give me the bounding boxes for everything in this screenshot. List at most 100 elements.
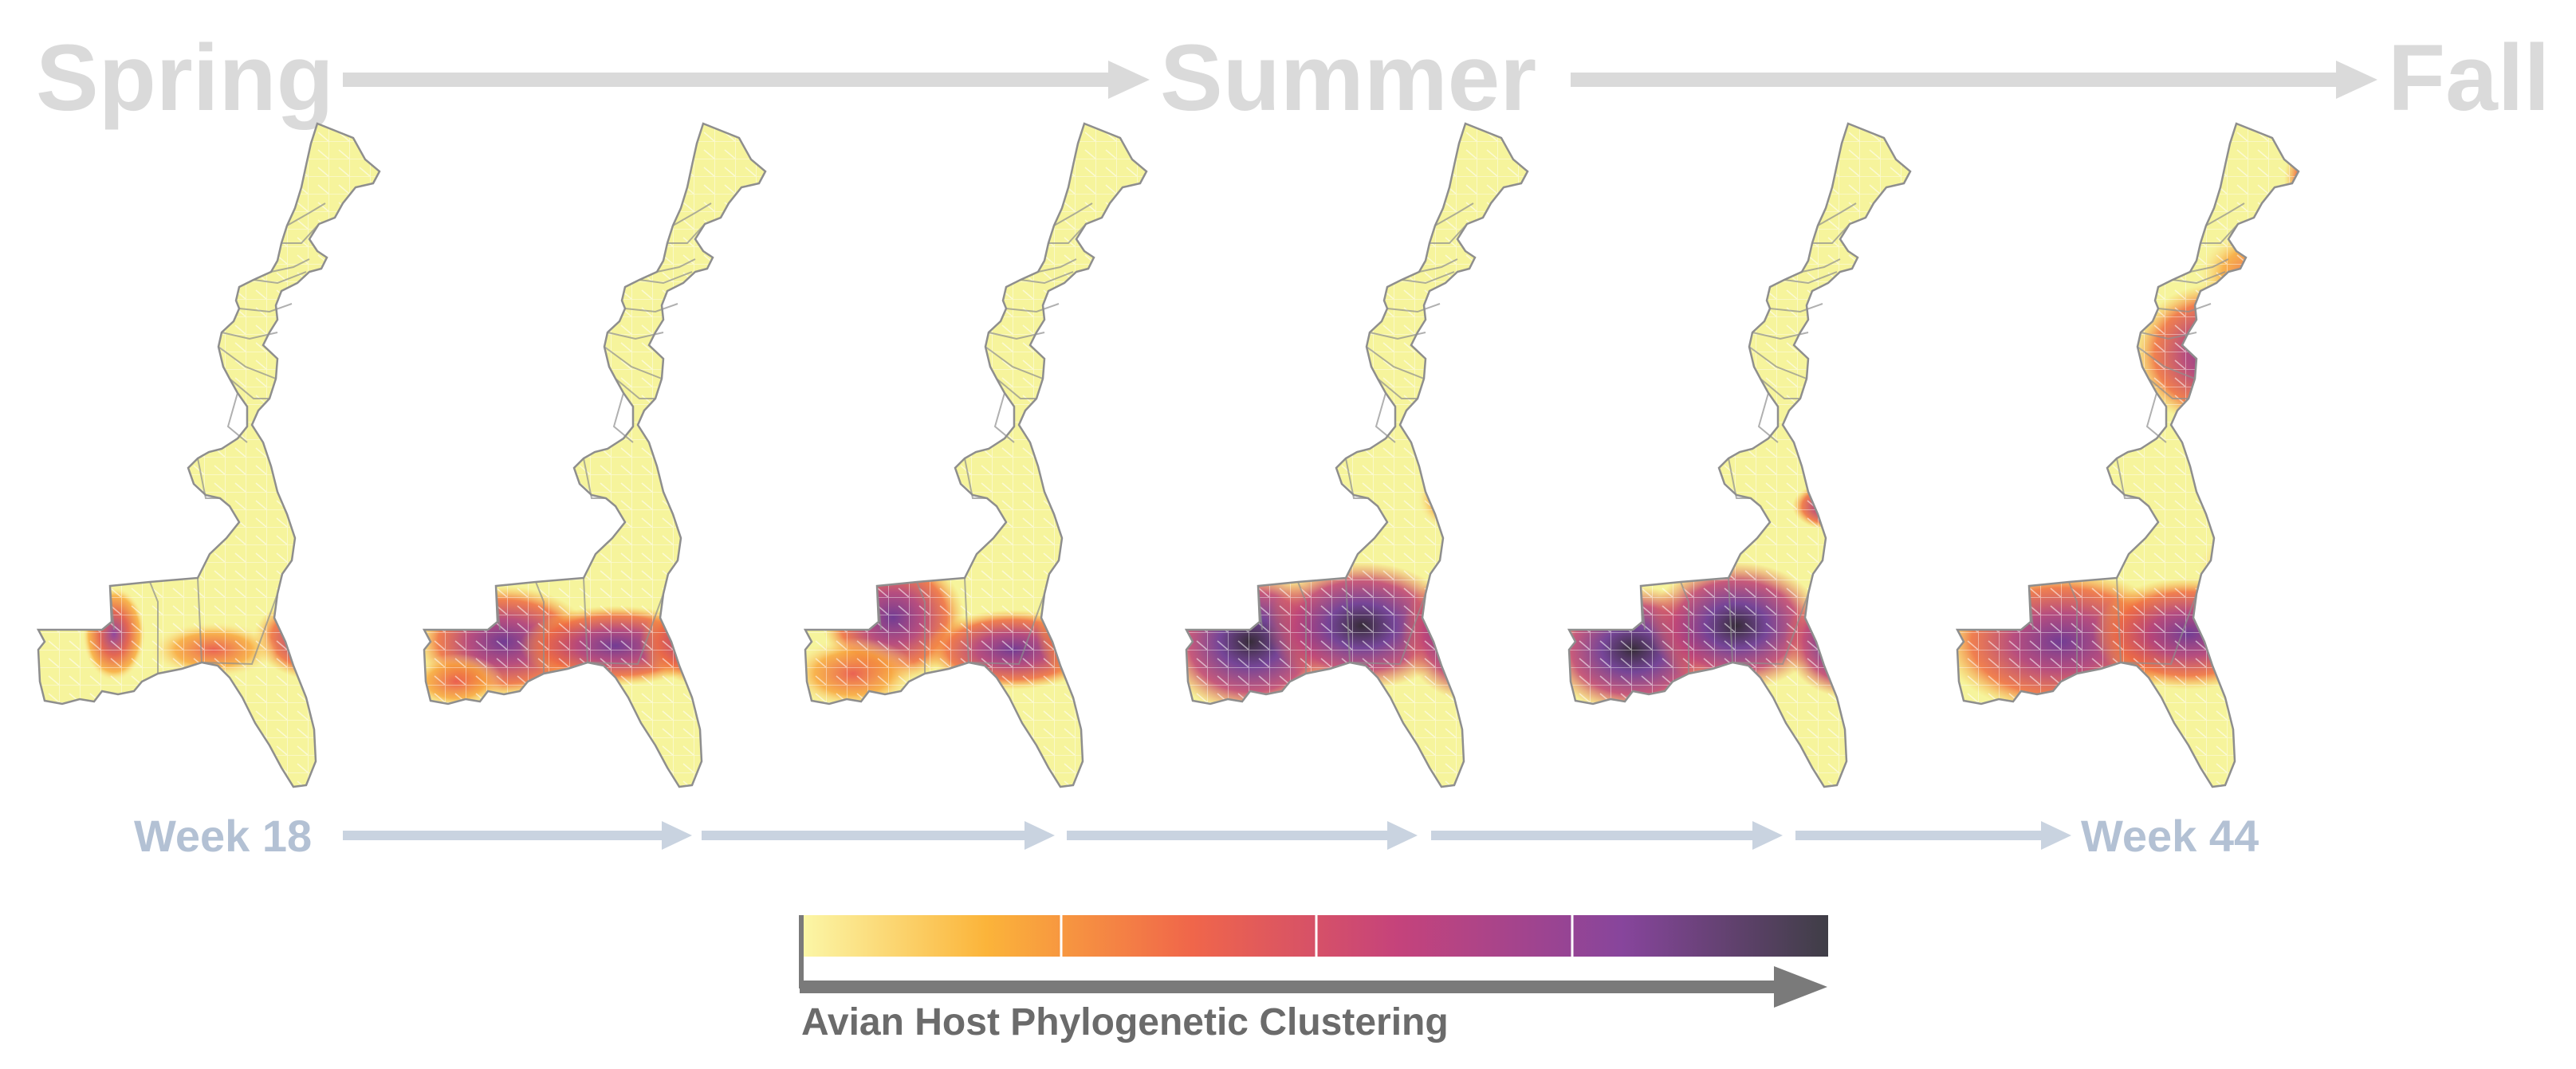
state-border <box>226 392 248 443</box>
hotspot <box>1888 458 1910 586</box>
state-border <box>615 378 655 399</box>
map-outline <box>803 122 1148 788</box>
state-border <box>1801 258 1841 273</box>
state-border <box>1297 581 1307 674</box>
state-border <box>1748 346 1807 379</box>
state-border <box>229 378 269 399</box>
week-end-label: Week 44 <box>2081 811 2259 861</box>
state-border <box>1812 223 1850 244</box>
state-border <box>672 202 712 226</box>
clustering-hotspots <box>805 124 1146 787</box>
state-border <box>1430 223 1468 244</box>
state-border <box>1769 303 1823 313</box>
legend-arrow <box>799 915 1827 1008</box>
state-border <box>2205 202 2245 226</box>
state-border <box>964 577 969 663</box>
state-border <box>286 202 326 226</box>
state-border <box>964 458 987 499</box>
state-border <box>253 271 307 285</box>
state-border <box>2148 378 2189 399</box>
state-border <box>968 593 1045 666</box>
state-border <box>667 223 706 244</box>
state-border <box>583 458 606 499</box>
state-border <box>996 378 1036 399</box>
hotspot <box>1513 474 1528 570</box>
week-start-label: Week 18 <box>134 811 312 861</box>
map-panel-3 <box>803 122 1148 788</box>
hotspot <box>1100 674 1146 785</box>
state-border <box>1434 202 1474 226</box>
hotspot <box>2196 522 2299 618</box>
state-border <box>1680 581 1689 674</box>
state-border <box>1386 303 1441 313</box>
map-panels <box>36 122 2300 788</box>
state-border <box>1728 577 1733 663</box>
legend-colorbar <box>801 915 1828 957</box>
state-border <box>1037 258 1077 273</box>
state-border <box>2189 258 2229 273</box>
state-border <box>2145 392 2167 443</box>
state-border <box>1732 593 1809 666</box>
week-arrow-3 <box>1067 821 1418 850</box>
county-grid <box>1957 124 2299 787</box>
hotspot <box>2284 124 2299 235</box>
week-timeline: Week 18 Week 44 <box>134 811 2259 861</box>
state-border <box>218 346 277 379</box>
state-border <box>1401 271 1455 285</box>
week-arrow-1 <box>343 821 692 850</box>
map-outline <box>36 122 381 788</box>
state-border <box>1005 303 1060 313</box>
map-panel-6 <box>1955 122 2300 788</box>
state-border <box>639 271 693 285</box>
season-label-spring: Spring <box>36 26 334 131</box>
state-border <box>985 346 1044 379</box>
state-border <box>916 581 926 674</box>
state-border <box>1760 378 1800 399</box>
state-border <box>1377 378 1418 399</box>
state-border <box>1757 392 1779 443</box>
map-panel-1 <box>36 122 381 788</box>
map-panel-2 <box>422 122 767 788</box>
map-panel-5 <box>1567 122 1912 788</box>
state-border <box>1048 223 1087 244</box>
state-border <box>587 593 664 666</box>
map-outline <box>1955 122 2300 788</box>
state-border <box>2068 581 2078 674</box>
map-panel-4 <box>1184 122 1529 788</box>
season-arrow-2 <box>1571 61 2377 99</box>
season-label-fall: Fall <box>2388 26 2550 131</box>
state-border <box>624 303 678 313</box>
clustering-hotspots <box>1569 124 1910 787</box>
state-border <box>2200 223 2239 244</box>
map-outline <box>422 122 767 788</box>
clustering-hotspots <box>424 124 765 787</box>
state-border <box>2157 303 2212 313</box>
week-arrow-4 <box>1431 821 1783 850</box>
county-grid <box>424 124 765 787</box>
clustering-hotspots <box>1186 124 1528 787</box>
state-border <box>1349 593 1426 666</box>
hotspot <box>2236 395 2299 586</box>
season-label-summer: Summer <box>1160 26 1536 131</box>
state-border <box>1375 392 1396 443</box>
state-border <box>656 258 696 273</box>
state-border <box>1817 202 1857 226</box>
season-arrow-1 <box>343 61 1150 99</box>
state-border <box>1784 271 1838 285</box>
state-border <box>1345 458 1368 499</box>
state-border <box>197 458 220 499</box>
map-outline <box>1567 122 1912 788</box>
state-border <box>993 392 1015 443</box>
week-arrow-5 <box>1795 821 2071 850</box>
state-border <box>1366 346 1425 379</box>
state-border <box>2120 593 2197 666</box>
state-border <box>270 258 310 273</box>
state-border <box>149 581 159 674</box>
state-border <box>238 303 293 313</box>
state-border <box>604 346 663 379</box>
color-legend: Avian Host Phylogenetic Clustering <box>799 915 1828 1043</box>
clustering-hotspots <box>1957 124 2299 787</box>
clustering-hotspots <box>38 124 380 787</box>
week-arrow-2 <box>702 821 1055 850</box>
